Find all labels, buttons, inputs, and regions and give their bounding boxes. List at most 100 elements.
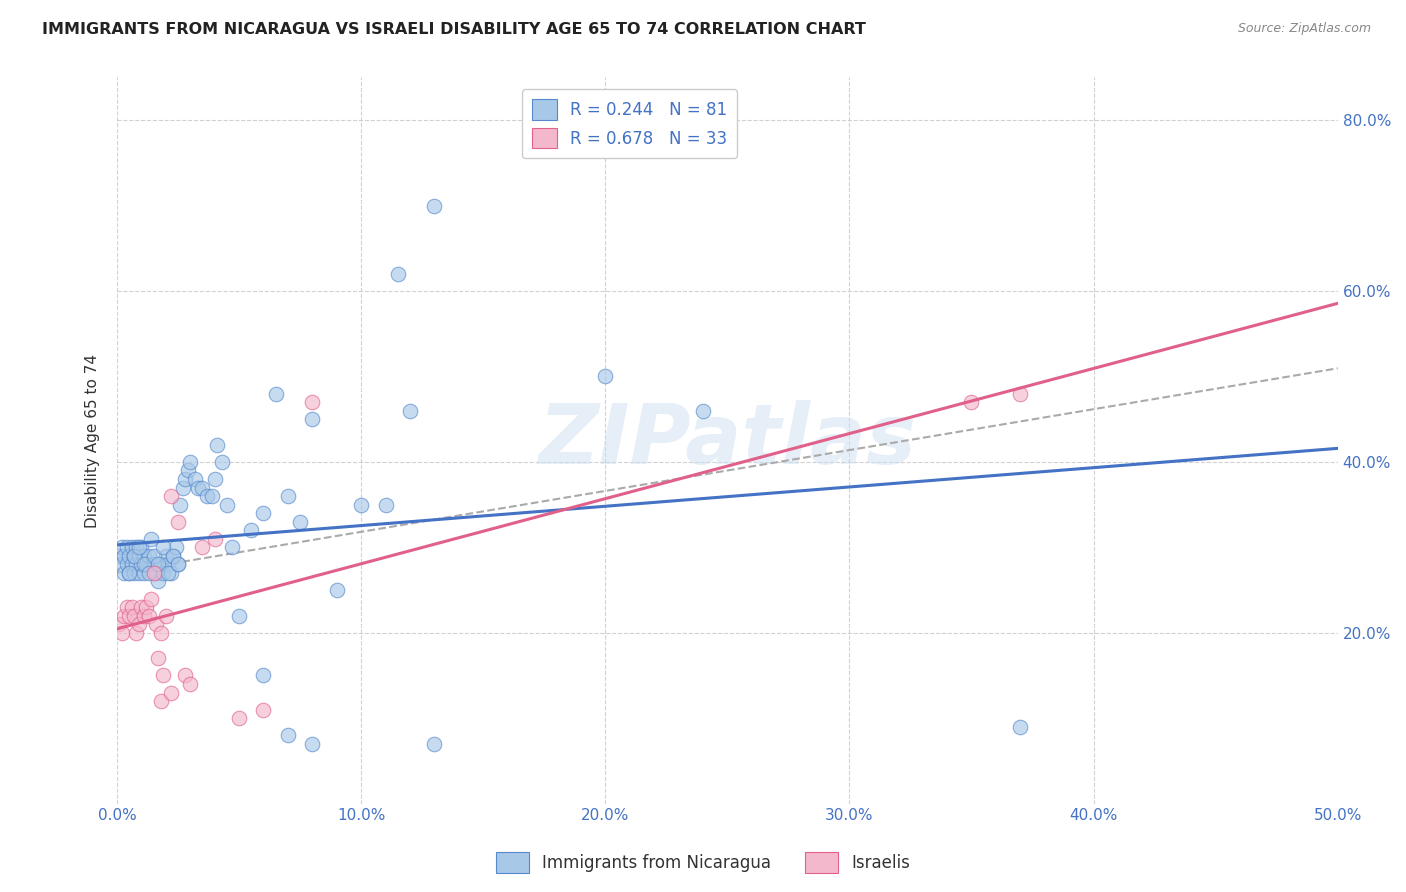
Point [399,403,422,417]
Point [142,566,165,580]
Point [205,438,228,452]
Point [186,481,208,495]
Point [155,608,177,623]
Point [122,549,145,563]
Point [325,582,347,597]
Text: Source: ZipAtlas.com: Source: ZipAtlas.com [1237,22,1371,36]
Point [122,608,145,623]
Point [423,737,446,751]
Point [115,558,138,572]
Point [167,558,190,572]
Point [138,549,160,563]
Point [167,558,190,572]
Y-axis label: Disability Age 65 to 74: Disability Age 65 to 74 [86,353,100,527]
Point [141,591,163,606]
Point [593,369,616,384]
Point [128,566,150,580]
Point [111,625,134,640]
Point [228,608,250,623]
Point [152,541,174,555]
Point [252,668,274,682]
Text: IMMIGRANTS FROM NICARAGUA VS ISRAELI DISABILITY AGE 65 TO 74 CORRELATION CHART: IMMIGRANTS FROM NICARAGUA VS ISRAELI DIS… [42,22,866,37]
Point [108,617,131,632]
Point [149,558,172,572]
Point [125,625,148,640]
Point [191,481,214,495]
Point [112,549,135,563]
Point [172,481,194,495]
Point [142,558,165,572]
Point [960,395,983,409]
Point [118,549,141,563]
Point [132,549,155,563]
Point [204,532,226,546]
Point [132,566,155,580]
Point [301,737,323,751]
Point [141,532,163,546]
Point [132,608,155,623]
Point [148,574,170,589]
Point [174,668,197,682]
Point [211,455,233,469]
Point [169,498,191,512]
Point [111,541,134,555]
Point [221,541,243,555]
Point [374,498,396,512]
Point [142,549,165,563]
Point [115,600,138,615]
Point [125,541,148,555]
Point [108,549,131,563]
Point [121,541,143,555]
Point [1010,386,1032,401]
Point [131,600,153,615]
Point [179,677,201,691]
Point [152,566,174,580]
Point [1010,720,1032,734]
Point [162,549,184,563]
Point [162,549,184,563]
Point [387,267,409,281]
Point [148,651,170,665]
Point [252,703,274,717]
Point [115,541,138,555]
Point [132,558,155,572]
Point [195,489,218,503]
Point [122,566,145,580]
Text: ZIPatlas: ZIPatlas [538,400,917,481]
Point [179,455,201,469]
Point [118,566,141,580]
Point [692,403,714,417]
Point [155,549,177,563]
Point [128,617,150,632]
Legend: Immigrants from Nicaragua, Israelis: Immigrants from Nicaragua, Israelis [489,846,917,880]
Point [157,558,180,572]
Point [288,515,311,529]
Point [174,472,197,486]
Point [135,558,157,572]
Point [128,541,150,555]
Point [138,566,160,580]
Point [121,600,143,615]
Point [122,549,145,563]
Point [125,558,148,572]
Point [301,412,323,426]
Point [204,472,226,486]
Point [135,600,157,615]
Point [191,541,214,555]
Point [157,566,180,580]
Point [118,608,141,623]
Point [121,558,143,572]
Point [149,694,172,708]
Point [131,558,153,572]
Point [228,711,250,725]
Point [167,515,190,529]
Legend: R = 0.244   N = 81, R = 0.678   N = 33: R = 0.244 N = 81, R = 0.678 N = 33 [522,89,737,159]
Point [165,541,187,555]
Point [112,608,135,623]
Point [149,625,172,640]
Point [159,566,181,580]
Point [177,463,200,477]
Point [128,549,150,563]
Point [152,668,174,682]
Point [301,395,323,409]
